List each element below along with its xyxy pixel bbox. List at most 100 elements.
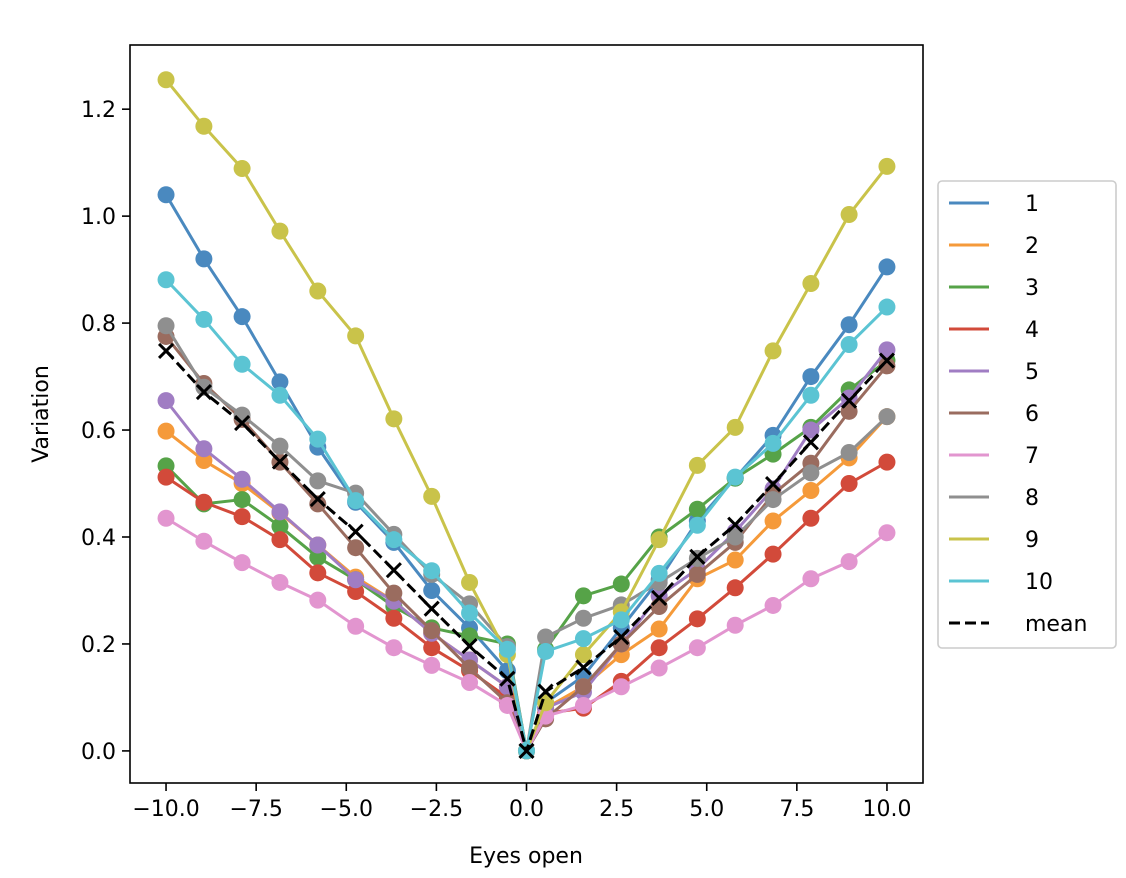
data-point [233,508,251,526]
legend-label: 9 [1025,528,1039,553]
data-point [840,335,858,353]
data-point [574,587,592,605]
data-point [157,468,175,486]
y-tick-label: 0.8 [81,312,116,337]
data-point [650,639,668,657]
legend-label: 1 [1025,192,1039,217]
data-point [613,628,630,646]
data-point [385,410,403,428]
legend-item-5: 5 [949,360,1039,385]
data-point [195,440,213,458]
data-point [688,610,706,628]
data-point [157,186,175,204]
data-point [195,532,213,550]
legend-item-2: 2 [949,234,1039,259]
legend-item-4: 4 [949,318,1039,343]
legend-item-mean: mean [949,612,1087,637]
data-point [574,630,592,648]
legend-item-8: 8 [949,486,1039,511]
data-point [385,639,403,657]
legend-label: mean [1025,612,1087,637]
data-point [612,678,630,696]
data-point [878,408,896,426]
data-point [423,562,441,580]
data-point [726,468,744,486]
data-point [347,539,365,557]
data-point [802,434,819,451]
data-point [157,71,175,89]
data-point [689,548,706,565]
legend-item-3: 3 [949,276,1039,301]
data-point [461,638,478,655]
data-point [309,282,327,300]
data-point [878,453,896,471]
data-point [385,584,403,602]
data-point [726,418,744,436]
legend-item-7: 7 [949,444,1039,469]
data-point [802,386,820,404]
data-point [840,444,858,462]
data-point [802,570,820,588]
data-point [157,342,175,359]
data-point [574,646,592,664]
data-point [347,571,365,589]
legend: 1 2 3 4 5 6 7 8 9 10 mean [937,180,1117,649]
data-point [802,481,820,499]
x-tick-label: 0.0 [509,797,544,822]
data-point [612,575,630,593]
series-layer [157,71,896,760]
legend-item-6: 6 [949,402,1039,427]
y-axis-label: Variation [29,365,54,463]
data-point [309,591,327,609]
data-point [195,378,213,396]
data-point [840,475,858,493]
data-point [650,620,668,638]
data-point [688,565,706,583]
y-tick-label: 1.2 [81,98,116,123]
legend-box [937,180,1117,649]
data-point [612,611,630,629]
data-point [878,524,896,542]
data-point [157,392,175,410]
data-point [878,352,896,369]
legend-label: 3 [1025,276,1039,301]
data-point [650,564,668,582]
data-point [726,579,744,597]
x-tick-label: −7.5 [229,797,282,822]
legend-label: 5 [1025,360,1039,385]
data-point [537,628,555,646]
data-point [309,490,326,508]
data-point [764,434,782,452]
data-point [764,342,782,360]
x-tick-label: −5.0 [320,797,373,822]
data-point [385,562,402,579]
data-point [878,258,896,276]
data-point [802,275,820,293]
data-point [727,516,744,533]
data-point [878,341,896,359]
data-point [840,389,858,407]
data-point [423,639,441,657]
data-point [575,659,592,676]
data-point [498,696,516,714]
data-point [423,656,441,674]
data-point [423,581,441,599]
data-point [195,117,213,135]
data-point [878,298,896,316]
y-tick-label: 0.0 [81,740,116,765]
data-point [423,600,440,617]
data-point [233,160,251,178]
data-point [840,553,858,571]
data-point [423,622,441,640]
data-point [309,472,327,490]
data-point [461,573,479,591]
data-point [840,316,858,334]
x-tick-label: 5.0 [689,797,724,822]
data-point [233,470,251,488]
data-point [688,639,706,657]
data-point [726,551,744,569]
data-point [498,640,516,658]
legend-label: 6 [1025,402,1039,427]
legend-label: 8 [1025,486,1039,511]
